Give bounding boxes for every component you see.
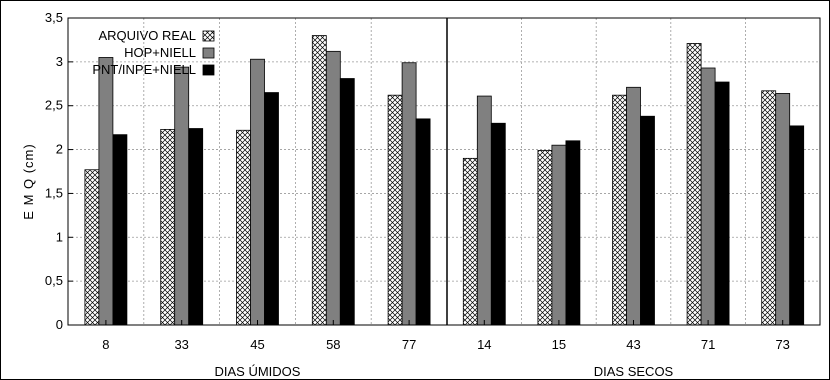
bar-pnt-inpe-niell — [640, 115, 655, 326]
bar-pnt-inpe-niell — [565, 140, 581, 326]
bar-arquivo-real — [236, 129, 251, 326]
x-tick-label: 15 — [552, 337, 566, 352]
x-tick-label: 43 — [626, 337, 640, 352]
y-tick-label: 1,5 — [45, 185, 63, 200]
legend-swatch — [202, 30, 215, 42]
bar-arquivo-real — [84, 169, 100, 326]
y-tick-label: 2 — [56, 142, 63, 157]
group-label: DIAS SECOS — [594, 364, 674, 379]
bar-hop-niell — [174, 66, 190, 326]
legend-label: ARQUIVO REAL — [98, 28, 196, 43]
x-tick-label: 58 — [326, 337, 340, 352]
y-axis-label: E M Q (cm) — [21, 143, 36, 219]
bar-pnt-inpe-niell — [339, 78, 355, 326]
x-tick-label: 33 — [174, 337, 188, 352]
bar-arquivo-real — [686, 43, 702, 326]
x-tick-label: 77 — [402, 337, 416, 352]
bar-hop-niell — [551, 144, 567, 326]
legend-label: PNT/INPE+NIELL — [92, 62, 196, 77]
y-tick-label: 3,5 — [45, 10, 63, 25]
bar-pnt-inpe-niell — [264, 92, 279, 326]
x-tick-label: 14 — [477, 337, 491, 352]
plot-area-border — [67, 17, 821, 326]
bar-arquivo-real — [387, 94, 403, 326]
bar-arquivo-real — [311, 35, 327, 326]
bar-hop-niell — [700, 67, 716, 326]
bar-pnt-inpe-niell — [188, 128, 204, 326]
bar-pnt-inpe-niell — [415, 118, 431, 326]
bar-arquivo-real — [612, 94, 627, 326]
bar-arquivo-real — [462, 157, 478, 326]
bar-pnt-inpe-niell — [789, 125, 805, 326]
bar-hop-niell — [250, 58, 265, 326]
axes: 0 0,5 1 1,5 2 2,5 3 3,5 E M Q (cm) 8 33 45 58 77 DIAS … — [21, 10, 790, 379]
legend-label: HOP+NIELL — [124, 45, 196, 60]
bar-hop-niell — [476, 95, 492, 326]
bar-hop-niell — [626, 86, 641, 326]
y-tick-label: 0,5 — [45, 273, 63, 288]
bar-pnt-inpe-niell — [112, 134, 128, 326]
bar-arquivo-real — [537, 150, 553, 326]
bar-pnt-inpe-niell — [714, 81, 730, 326]
y-tick-label: 3 — [56, 54, 63, 69]
y-tick-label: 0 — [56, 317, 63, 332]
y-tick-label: 1 — [56, 229, 63, 244]
bar-arquivo-real — [160, 128, 176, 326]
legend: ARQUIVO REAL HOP+NIELL PNT/INPE+NIELL — [92, 28, 215, 77]
x-tick-label: 8 — [102, 337, 109, 352]
group-label: DIAS ÚMIDOS — [215, 364, 301, 379]
x-tick-label: 71 — [701, 337, 715, 352]
bar-hop-niell — [775, 93, 791, 326]
legend-swatch — [202, 64, 215, 76]
bar-hop-niell — [98, 57, 114, 326]
x-tick-label: 73 — [775, 337, 789, 352]
bar-arquivo-real — [761, 90, 777, 326]
bar-hop-niell — [401, 62, 417, 326]
bar-hop-niell — [325, 50, 341, 326]
legend-swatch — [202, 47, 215, 59]
x-tick-label: 45 — [250, 337, 264, 352]
plot-frame — [67, 17, 821, 326]
y-tick-label: 2,5 — [45, 98, 63, 113]
bar-pnt-inpe-niell — [490, 122, 506, 326]
